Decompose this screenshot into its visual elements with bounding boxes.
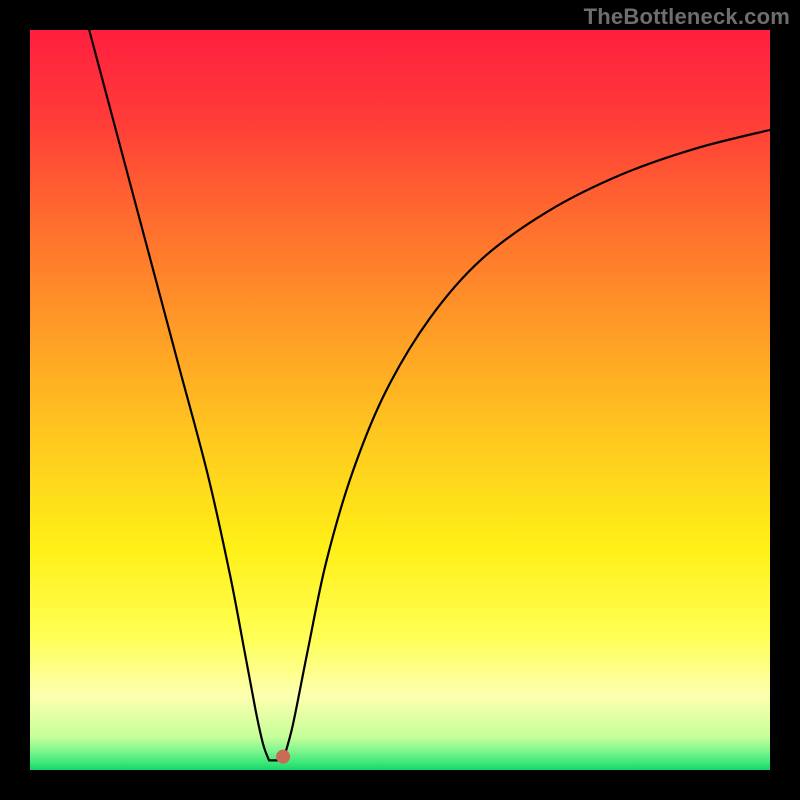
optimal-point-marker — [276, 750, 290, 764]
gradient-background — [30, 30, 770, 770]
chart-stage: TheBottleneck.com — [0, 0, 800, 800]
plot-svg — [30, 30, 770, 770]
watermark-text: TheBottleneck.com — [584, 4, 790, 30]
plot-area — [30, 30, 770, 770]
